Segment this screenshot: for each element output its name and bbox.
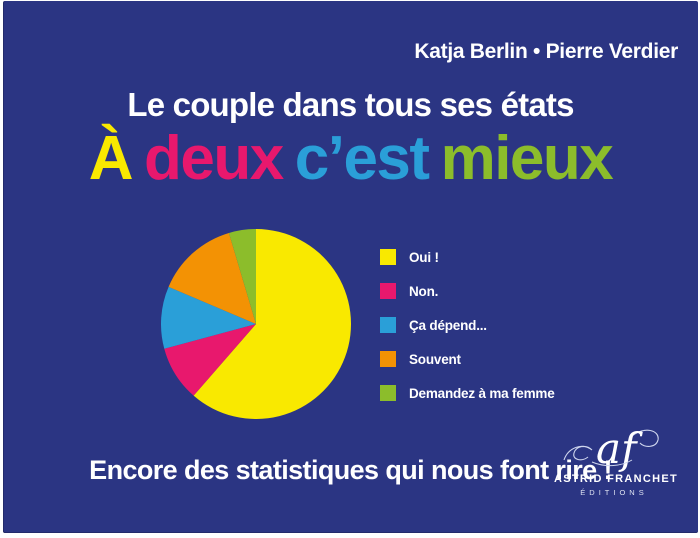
title-word-3: c’est [294, 124, 430, 193]
pie-slice [193, 229, 352, 419]
legend-swatch-orange [380, 351, 396, 367]
authors: Katja Berlin • Pierre Verdier [414, 40, 678, 63]
pie-slice [161, 286, 256, 349]
legend-swatch-blue [380, 317, 396, 333]
pie-chart [161, 229, 352, 419]
publisher-logo: af ASTRID FRANCHET ÉDITIONS [554, 422, 678, 497]
legend-swatch-pink [380, 283, 396, 299]
pie-slice [164, 324, 256, 396]
publisher-kind: ÉDITIONS [580, 488, 648, 497]
legend-item: Demandez à ma femme [380, 385, 555, 401]
tagline: Encore des statistiques qui nous font ri… [89, 455, 612, 485]
svg-text:af: af [596, 424, 643, 472]
legend-label: Oui ! [409, 249, 439, 265]
subtitle: Le couple dans tous ses états [127, 86, 574, 123]
legend-swatch-yellow [380, 249, 396, 265]
publisher-name: ASTRID FRANCHET [554, 473, 678, 485]
title-word-1: À [88, 124, 134, 193]
book-cover: Katja Berlin • Pierre Verdier Le couple … [3, 1, 698, 533]
legend-item: Ça dépend... [380, 317, 555, 333]
legend-item: Souvent [380, 351, 555, 367]
title-word-4: mieux [440, 124, 614, 193]
legend-label: Ça dépend... [409, 317, 487, 333]
legend-label: Non. [409, 283, 439, 299]
publisher-monogram-icon: af [563, 424, 659, 472]
legend-item: Oui ! [380, 249, 555, 265]
legend-swatch-green [380, 385, 396, 401]
legend-label: Demandez à ma femme [409, 385, 555, 401]
legend-item: Non. [380, 283, 555, 299]
chart-legend: Oui ! Non. Ça dépend... Souvent Demandez… [380, 249, 555, 419]
pie-chart-svg [161, 229, 352, 419]
pie-slice [168, 232, 256, 324]
legend-label: Souvent [409, 351, 461, 367]
pie-slice [228, 229, 256, 324]
title-word-2: deux [144, 124, 284, 193]
